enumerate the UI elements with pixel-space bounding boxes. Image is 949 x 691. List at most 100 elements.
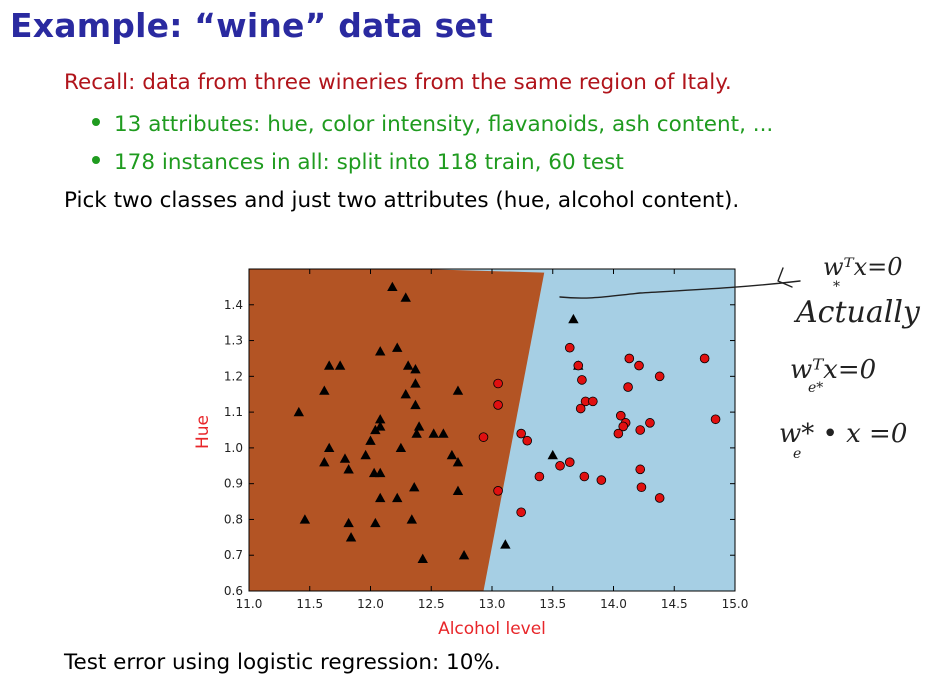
triangle-point	[452, 457, 464, 467]
triangle-point	[360, 449, 371, 460]
triangle-point	[375, 492, 386, 503]
circle-point	[615, 410, 626, 421]
y-tick-label: 1.4	[224, 298, 243, 312]
x-axis-label: Alcohol level	[438, 619, 546, 639]
x-tick-label: 13.5	[539, 597, 566, 611]
triangle-point	[323, 442, 335, 453]
circle-point	[635, 425, 646, 435]
annotation-line4-sub: e	[793, 446, 801, 462]
circle-point	[645, 418, 655, 428]
circle-point	[493, 486, 503, 496]
triangle-point	[410, 378, 421, 388]
x-tick-label: 12.0	[357, 597, 384, 611]
decision-regions	[249, 269, 735, 591]
x-tick-label: 14.0	[600, 597, 627, 611]
triangle-point	[319, 385, 330, 395]
recall-text: Recall: data from three wineries from th…	[64, 70, 732, 95]
annotation-line2: Actually	[793, 295, 921, 330]
triangle-point	[375, 421, 386, 431]
annotation-line1: wᵀx=0	[823, 253, 903, 281]
circle-point	[613, 428, 624, 439]
circle-point	[564, 457, 575, 468]
triangle-point	[345, 532, 357, 542]
triangle-point	[410, 399, 421, 410]
triangle-point	[458, 550, 470, 560]
slide-title: Example: “wine” data set	[10, 6, 494, 45]
x-tick-label: 12.5	[418, 597, 445, 611]
circle-point	[564, 342, 575, 353]
bullet-text: 178 instances in all: split into 118 tra…	[114, 150, 624, 175]
circle-point	[493, 400, 503, 410]
circle-point	[555, 460, 565, 471]
triangle-point	[446, 449, 458, 460]
triangle-point	[411, 428, 422, 438]
circle-point	[636, 482, 647, 493]
circle-point	[654, 371, 665, 382]
triangle-point	[400, 292, 411, 302]
triangle-point	[375, 346, 386, 356]
y-tick-label: 1.2	[224, 369, 243, 383]
circle-point	[634, 360, 644, 371]
circle-point	[478, 432, 489, 442]
triangle-point	[428, 428, 439, 438]
triangle-point	[334, 360, 346, 370]
bullet-attributes: 13 attributes: hue, color intensity, fla…	[92, 112, 773, 137]
triangle-point	[387, 281, 398, 292]
test-error-text: Test error using logistic regression: 10…	[64, 650, 501, 675]
circle-point	[654, 493, 665, 503]
triangle-point	[406, 514, 418, 524]
y-tick-label: 0.9	[224, 477, 243, 491]
triangle-point	[343, 517, 354, 528]
triangle-point	[417, 553, 428, 563]
triangle-point	[413, 421, 425, 431]
bullet-dot-icon	[92, 156, 100, 164]
annotation-line3-sub: e*	[808, 380, 823, 396]
y-tick-label: 0.8	[224, 512, 243, 526]
triangle-point	[392, 342, 403, 352]
annotation-line3: wᵀx=0	[790, 355, 876, 385]
circle-point	[710, 414, 721, 425]
annotation-line4: w* • x =0	[779, 419, 907, 449]
triangle-point	[370, 424, 381, 435]
y-tick-label: 0.7	[224, 548, 243, 562]
triangle-point	[323, 360, 335, 370]
triangle-point	[410, 363, 421, 374]
circle-point	[623, 382, 633, 392]
triangle-point	[402, 360, 414, 370]
circle-point	[579, 471, 590, 482]
x-tick-label: 14.5	[661, 597, 688, 611]
x-tick-label: 15.0	[722, 597, 749, 611]
annotation-arrow	[559, 280, 801, 299]
pick-text: Pick two classes and just two attributes…	[64, 188, 740, 213]
bullet-dot-icon	[92, 118, 100, 126]
triangle-point	[438, 428, 449, 438]
triangle-point	[365, 435, 376, 445]
triangle-point	[400, 389, 411, 399]
triangle-point	[547, 449, 558, 460]
triangle-point	[568, 313, 579, 324]
triangle-point	[452, 385, 464, 395]
triangle-point	[343, 464, 354, 474]
bullet-instances: 178 instances in all: split into 118 tra…	[92, 150, 624, 175]
x-tick-label: 13.0	[479, 597, 506, 611]
circle-point	[516, 507, 526, 518]
annotation-line1-sub: *	[833, 279, 840, 295]
bullet-text: 13 attributes: hue, color intensity, fla…	[114, 112, 774, 137]
circle-point	[575, 403, 586, 414]
region-triangle-class	[249, 269, 545, 591]
triangle-point	[370, 517, 381, 528]
triangle-point	[452, 485, 464, 495]
circle-point	[534, 471, 545, 482]
circle-point	[588, 396, 598, 407]
circle-point	[522, 435, 533, 446]
y-tick-label: 1.3	[224, 334, 243, 348]
circle-point	[573, 360, 584, 371]
triangle-point	[375, 467, 386, 478]
y-axis-label: Hue	[193, 415, 213, 449]
circle-point	[516, 428, 526, 439]
x-tick-label: 11.0	[236, 597, 263, 611]
circle-point	[493, 378, 503, 389]
triangle-point	[339, 453, 351, 463]
x-tick-label: 11.5	[296, 597, 323, 611]
